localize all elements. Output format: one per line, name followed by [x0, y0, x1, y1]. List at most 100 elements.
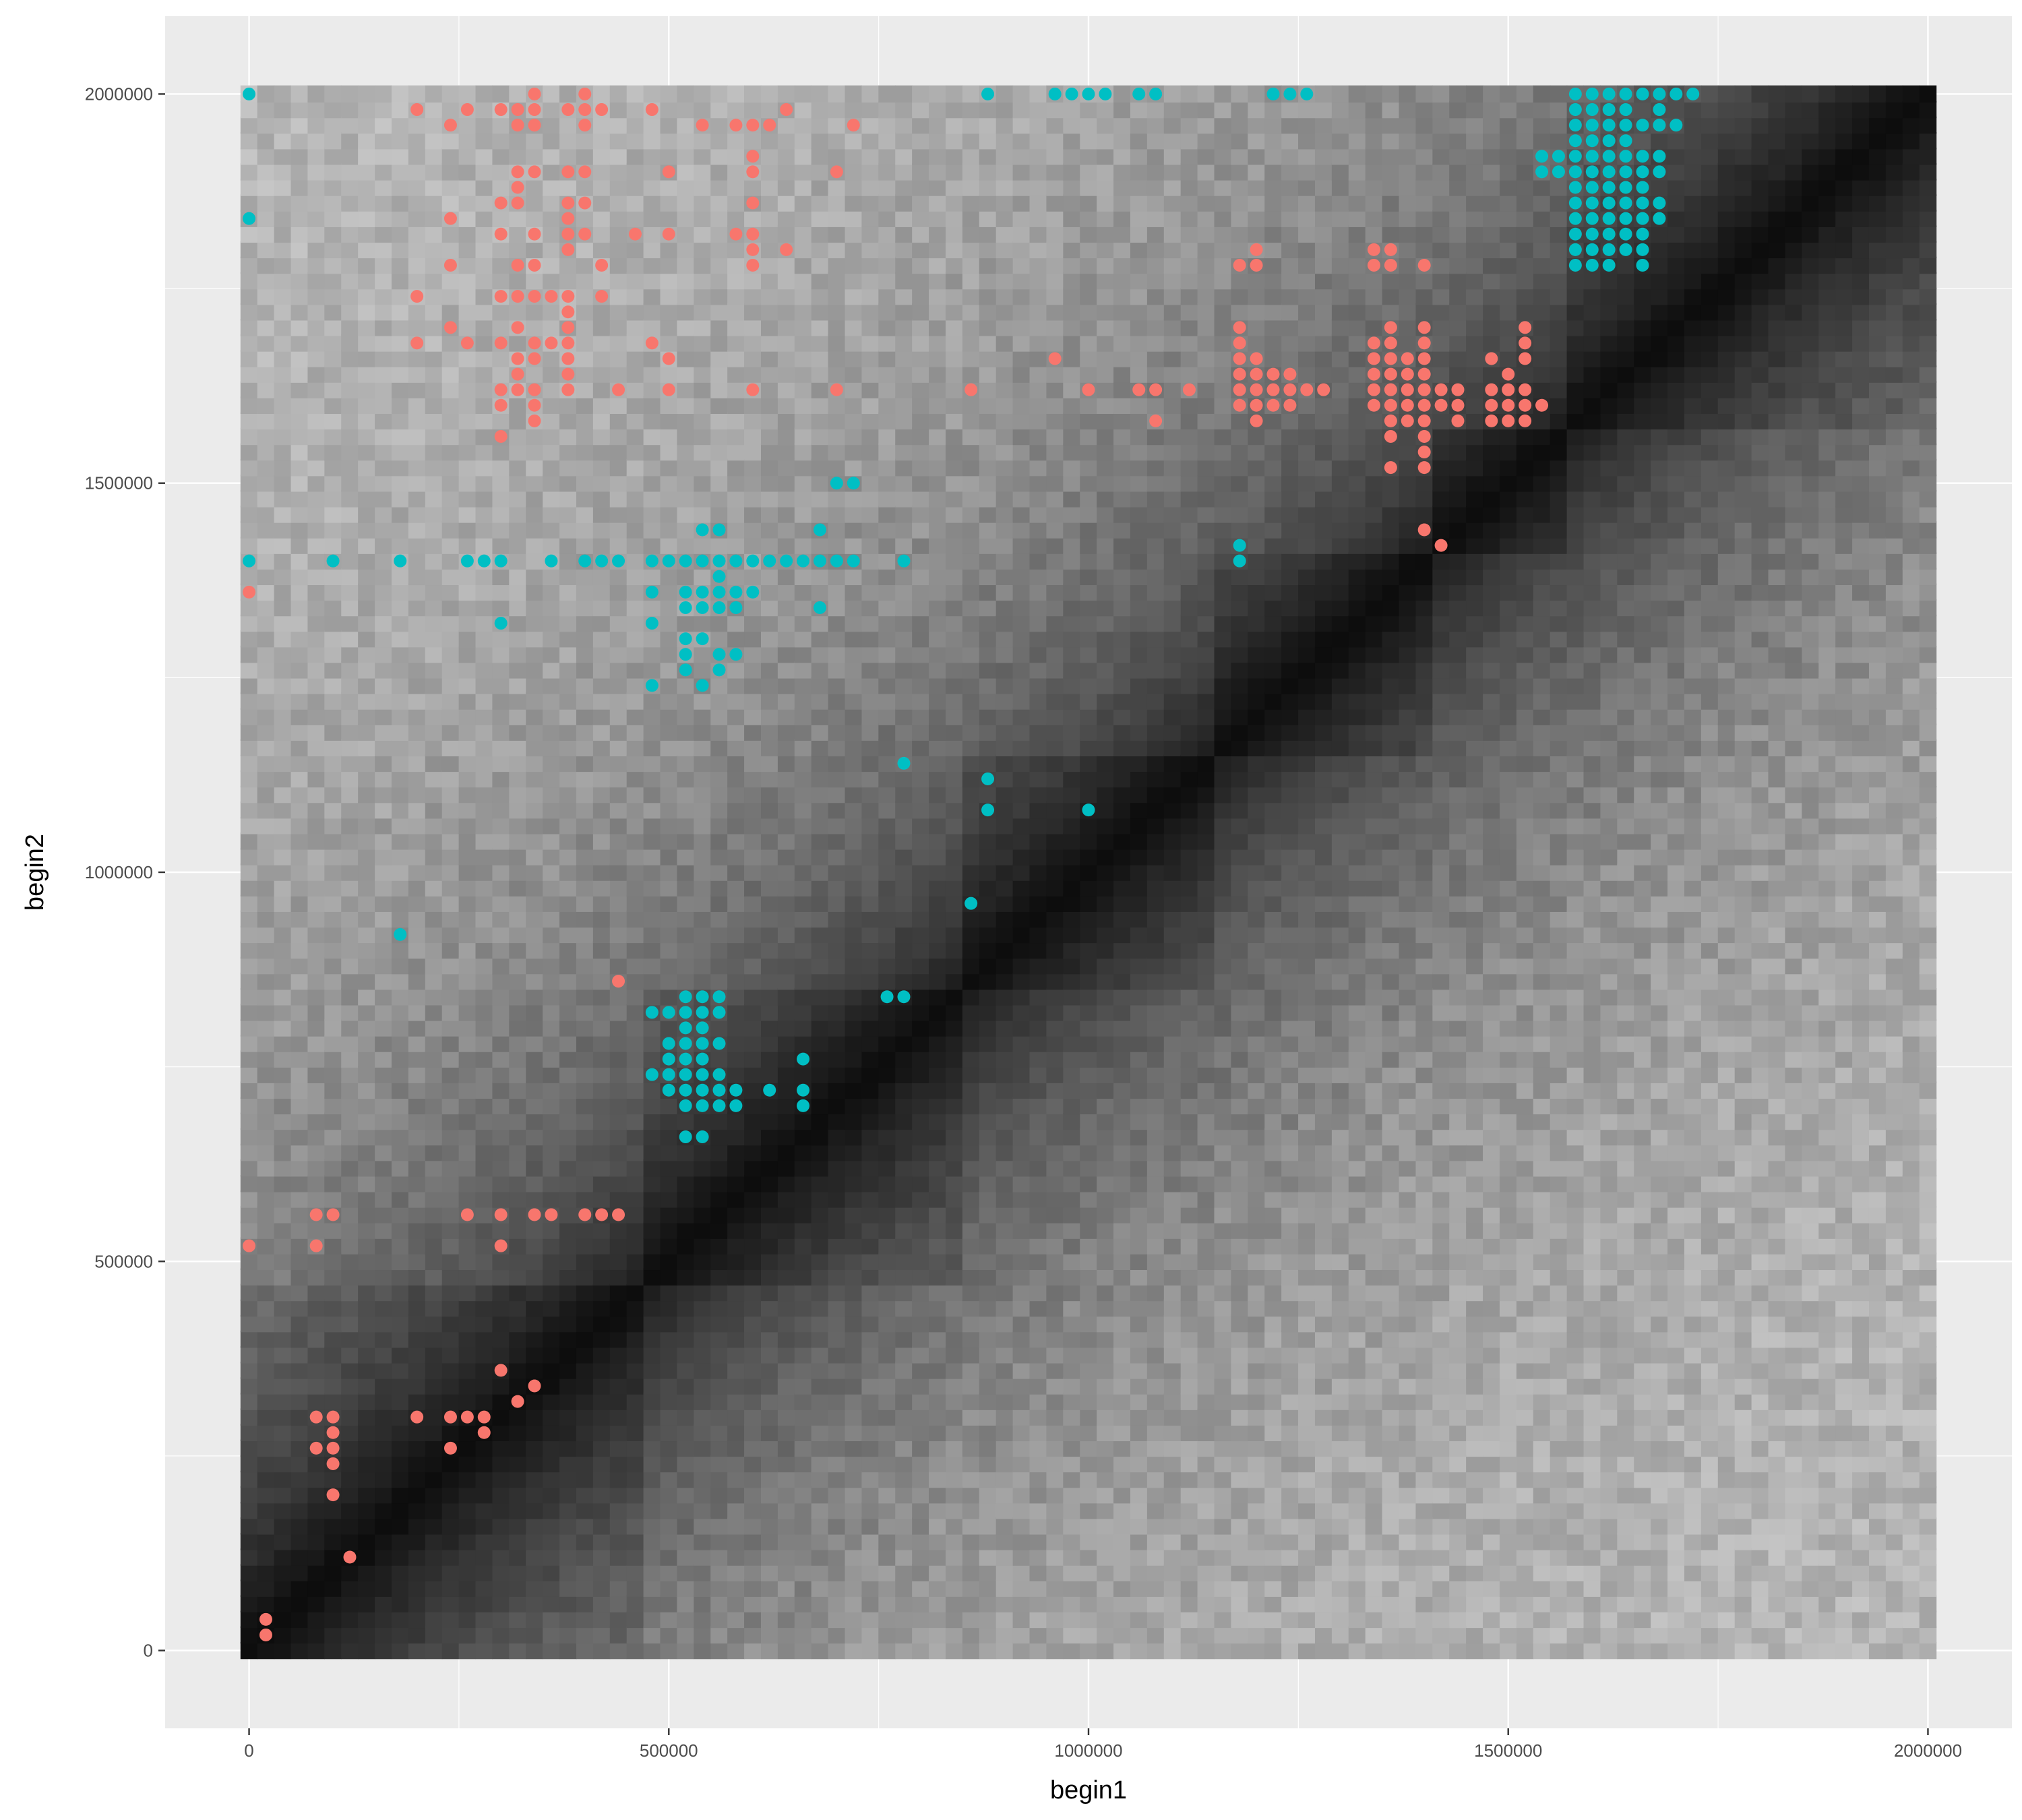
heatmap-tile — [794, 801, 812, 819]
heatmap-tile — [929, 1533, 946, 1550]
heatmap-tile — [626, 1283, 644, 1302]
heatmap-tile — [895, 1486, 913, 1504]
heatmap-tile — [358, 739, 375, 757]
heatmap-tile — [290, 1517, 309, 1535]
heatmap-tile — [929, 708, 946, 725]
heatmap-tile — [274, 1501, 292, 1519]
heatmap-tile — [290, 1470, 309, 1488]
heatmap-tile — [609, 1143, 627, 1161]
heatmap-tile — [760, 910, 778, 928]
heatmap-tile — [912, 506, 929, 523]
heatmap-tile — [962, 241, 980, 259]
heatmap-tile — [492, 85, 510, 103]
heatmap-tile — [358, 1564, 375, 1581]
heatmap-tile — [794, 645, 812, 663]
heatmap-tile — [929, 863, 946, 881]
heatmap-tile — [694, 848, 711, 866]
heatmap-tile — [660, 365, 678, 383]
heatmap-tile — [727, 894, 745, 912]
heatmap-tile — [929, 692, 946, 710]
heatmap-tile — [341, 412, 359, 430]
heatmap-tile — [307, 583, 325, 601]
heatmap-tile — [492, 894, 510, 912]
heatmap-tile — [341, 645, 359, 663]
heatmap-tile — [811, 100, 829, 119]
heatmap-tile — [576, 770, 594, 788]
heatmap-tile — [257, 723, 275, 741]
heatmap-tile — [526, 723, 543, 741]
heatmap-tile — [290, 131, 309, 150]
heatmap-tile — [744, 894, 762, 912]
heatmap-tile — [391, 645, 409, 663]
heatmap-tile — [425, 848, 443, 866]
heatmap-tile — [240, 770, 258, 788]
heatmap-tile — [794, 241, 812, 259]
heatmap-tile — [375, 1314, 392, 1333]
heatmap-tile — [643, 599, 661, 617]
heatmap-tile — [1012, 1159, 1031, 1177]
heatmap-tile — [828, 926, 846, 944]
heatmap-tile — [609, 1081, 627, 1099]
heatmap-tile — [441, 972, 460, 990]
heatmap-tile — [375, 256, 392, 274]
heatmap-tile — [1012, 1128, 1031, 1146]
heatmap-tile — [257, 1143, 275, 1161]
heatmap-tile — [878, 256, 896, 274]
heatmap-tile — [458, 1362, 477, 1379]
heatmap-tile — [307, 1314, 325, 1333]
heatmap-tile — [441, 458, 460, 477]
heatmap-tile — [358, 272, 375, 290]
heatmap-tile — [391, 1143, 409, 1161]
heatmap-tile — [861, 1314, 879, 1333]
heatmap-tile — [912, 1424, 929, 1442]
heatmap-tile — [945, 1019, 963, 1037]
heatmap-tile — [458, 1081, 477, 1099]
heatmap-tile — [609, 163, 627, 181]
heatmap-tile — [391, 1019, 409, 1037]
heatmap-tile — [307, 396, 325, 415]
heatmap-tile — [425, 599, 443, 617]
heatmap-tile — [526, 1128, 543, 1146]
heatmap-tile — [861, 1455, 879, 1473]
heatmap-tile — [760, 303, 778, 321]
heatmap-tile — [1046, 1190, 1064, 1208]
heatmap-tile — [945, 1190, 963, 1208]
heatmap-tile — [1029, 1408, 1047, 1426]
heatmap-tile — [559, 537, 577, 554]
heatmap-tile — [777, 1066, 795, 1083]
heatmap-tile — [375, 894, 392, 912]
heatmap-tile — [375, 1019, 392, 1037]
heatmap-tile — [475, 723, 493, 741]
heatmap-tile — [543, 1128, 560, 1146]
heatmap-tile — [1012, 1175, 1031, 1192]
heatmap-tile — [526, 1641, 543, 1660]
heatmap-tile — [257, 1501, 275, 1519]
heatmap-tile — [760, 645, 778, 663]
heatmap-tile — [895, 1066, 913, 1083]
heatmap-tile — [425, 194, 443, 212]
heatmap-tile — [811, 910, 829, 928]
heatmap-tile — [391, 131, 409, 150]
heatmap-tile — [375, 396, 392, 415]
heatmap-tile — [324, 1050, 342, 1068]
heatmap-tile — [1063, 1548, 1080, 1566]
heatmap-tile — [677, 848, 694, 866]
heatmap-tile — [576, 1175, 594, 1192]
heatmap-tile — [425, 832, 443, 850]
heatmap-tile — [979, 210, 997, 227]
heatmap-tile — [324, 1501, 342, 1519]
heatmap-tile — [358, 1486, 375, 1504]
heatmap-tile — [307, 241, 325, 259]
heatmap-tile — [744, 100, 762, 119]
heatmap-tile — [626, 381, 644, 398]
heatmap-tile — [458, 614, 477, 632]
heatmap-tile — [492, 583, 510, 601]
heatmap-tile — [878, 131, 896, 150]
heatmap-tile — [592, 879, 611, 897]
heatmap-tile — [592, 443, 611, 461]
heatmap-tile — [475, 879, 493, 897]
heatmap-tile — [592, 506, 611, 523]
heatmap-tile — [576, 179, 594, 196]
heatmap-tile — [425, 972, 443, 990]
heatmap-tile — [458, 427, 477, 446]
